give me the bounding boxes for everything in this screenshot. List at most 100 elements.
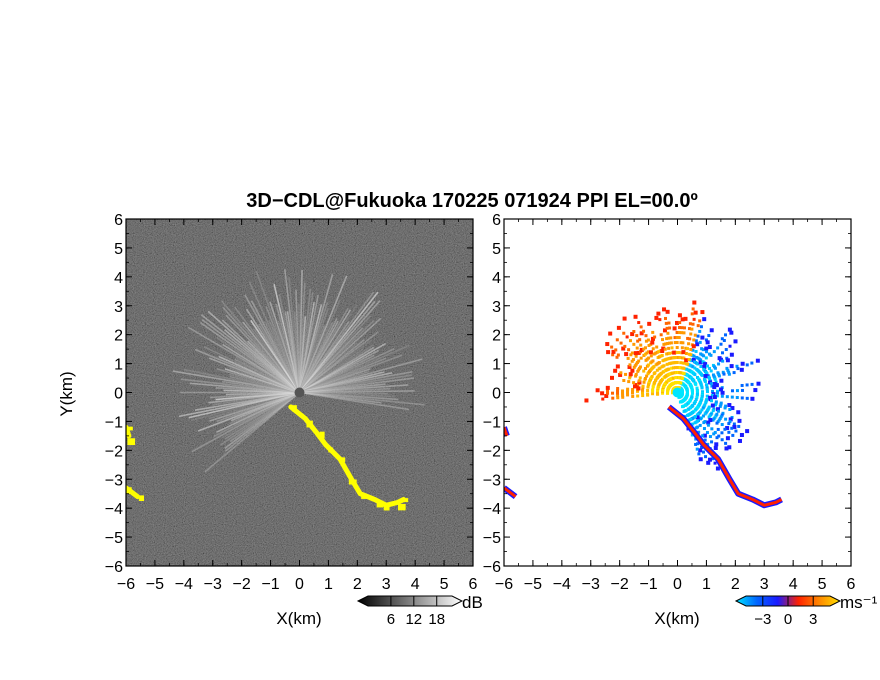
velocity-edge-cell [728,417,733,422]
velocity-edge-cell [727,403,732,408]
velocity-edge-cell [630,332,635,337]
velocity-cell [704,350,708,354]
velocity-cell [628,376,632,380]
velocity-cell [659,333,663,337]
echo-pixel [127,426,133,431]
velocity-edge-cell [672,350,677,355]
intensity-colorbar: 6 12 18 dB [356,593,483,628]
velocity-cell [698,319,702,323]
velocity-cell [709,353,713,357]
velocity-cell [616,391,620,395]
bright-ray [207,310,301,394]
bright-ray [234,306,301,393]
velocity-cell [651,347,655,351]
velocity-cell [724,417,728,421]
echo-pixel [126,487,132,494]
velocity-cell [701,434,705,438]
velocity-edge-cell [715,466,720,471]
y-tick-label: 3 [114,299,123,316]
velocity-edge-cell [695,415,700,420]
velocity-cell [695,447,699,451]
velocity-cell [728,344,732,348]
velocity-cell [696,442,700,446]
velocity-edge-cell [736,410,741,415]
velocity-cell [727,370,731,374]
velocity-cell [667,367,671,371]
velocity-cell [699,383,703,387]
velocity-cell [721,351,725,355]
bright-ray [222,306,301,394]
velocity-cell [634,354,638,358]
velocity-cell [711,418,715,422]
x-tick-label: 3 [382,576,391,593]
velocity-cell [638,376,642,380]
echo-pixel [376,500,384,508]
velocity-cell [636,394,640,398]
right-panel: −6 −5 −4 −3 −2 −1 0 1 2 3 4 5 6 6 5 4 3 2 1 0 −1 −2 −3 −4 −5 −6 X… [483,212,878,628]
velocity-cell [675,341,679,345]
velocity-cell [656,390,660,394]
velocity-cell [659,371,663,375]
velocity-cell [713,430,717,434]
velocity-cell [727,372,731,376]
velocity-cell [632,381,636,385]
velocity-cell [685,347,689,351]
velocity-edge-cell [708,397,713,402]
velocity-cell [630,359,634,363]
x-tick-label: 1 [324,576,333,593]
velocity-cell [724,348,728,352]
velocity-cell [719,342,723,346]
velocity-edge-cell [595,388,600,393]
y-tick-label: −4 [483,501,501,518]
velocity-echo-inner [667,405,783,507]
bright-ray [225,314,301,394]
velocity-edge-cell [737,438,742,443]
velocity-cell [698,340,702,344]
velocity-cell [668,351,672,355]
x-tick-label: −4 [175,576,193,593]
velocity-cell [720,423,724,427]
y-tick-label: −3 [105,472,123,489]
velocity-cell [717,418,721,422]
velocity-cell [661,387,665,391]
velocity-cell [615,338,619,342]
velocity-edge-cell [714,383,719,388]
bright-ray [197,391,300,432]
velocity-cell [700,394,704,398]
velocity-cell [673,341,677,345]
velocity-cell [644,334,648,338]
velocity-cell [639,356,643,360]
velocity-edge-cell [681,350,686,355]
velocity-cell [683,403,687,407]
bright-ray [298,300,376,394]
bright-ray [299,391,389,395]
velocity-cell [631,391,635,395]
velocity-cell [646,338,650,342]
velocity-cell [643,367,647,371]
velocity-edge-cell [712,395,717,400]
bright-ray [218,355,300,394]
velocity-cell [727,422,731,426]
velocity-cell [636,339,640,343]
velocity-cell [710,393,714,397]
velocity-cell [701,348,705,352]
velocity-cell [668,326,672,330]
echo-pixel [328,447,334,453]
x-tick-label: −6 [117,576,135,593]
bright-ray [216,391,300,434]
velocity-cell [702,427,706,431]
velocity-cell [661,338,665,342]
velocity-cell [690,312,694,316]
bright-ray [298,275,348,393]
velocity-cell [682,361,686,365]
velocity-cell [667,346,671,350]
velocity-cell [694,382,698,386]
velocity-cell [709,369,713,373]
velocity-edge-cell [627,364,632,369]
velocity-edge-cell [706,420,711,425]
velocity-cell [682,331,686,335]
velocity-cell [660,354,664,358]
x-tick-label: 3 [760,576,769,593]
velocity-cell [646,389,650,393]
